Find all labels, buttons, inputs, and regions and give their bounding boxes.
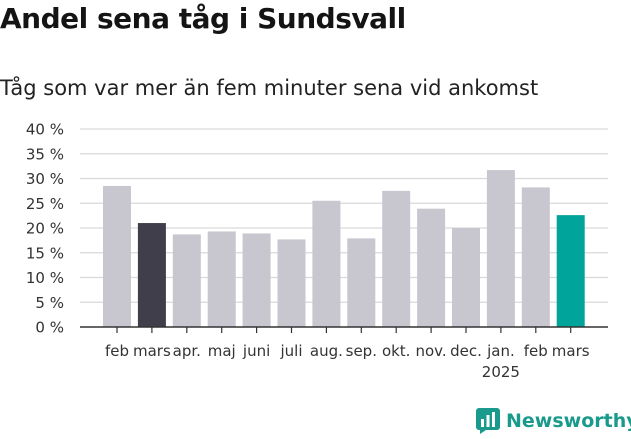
y-tick-label: 25 % bbox=[26, 195, 64, 213]
x-tick-label: feb bbox=[524, 342, 548, 360]
bar bbox=[277, 239, 306, 327]
y-tick-label: 10 % bbox=[26, 269, 64, 287]
bar bbox=[382, 190, 411, 327]
y-tick-label: 0 % bbox=[35, 319, 64, 337]
y-tick-label: 20 % bbox=[26, 220, 64, 238]
bar bbox=[103, 185, 131, 327]
bar bbox=[521, 187, 550, 327]
x-tick-label: juni bbox=[242, 342, 270, 360]
brand-name: Newsworthy bbox=[506, 410, 631, 432]
x-tick-label: sep. bbox=[346, 342, 377, 360]
bar bbox=[242, 233, 271, 327]
x-year-label: 2025 bbox=[482, 363, 520, 381]
bar bbox=[452, 228, 480, 327]
bar bbox=[312, 200, 341, 327]
newsworthy-logo-icon bbox=[476, 408, 500, 434]
x-tick-label: aug. bbox=[310, 342, 343, 360]
x-tick-label: feb bbox=[105, 342, 129, 360]
y-tick-label: 40 % bbox=[26, 121, 64, 139]
y-tick-label: 35 % bbox=[26, 145, 64, 163]
bar bbox=[207, 231, 236, 327]
x-tick-label: jan. bbox=[486, 342, 515, 360]
bar bbox=[137, 223, 166, 327]
x-tick-label: juli bbox=[279, 342, 302, 360]
x-tick-label: okt. bbox=[382, 342, 411, 360]
y-tick-label: 15 % bbox=[26, 244, 64, 262]
brand: Newsworthy bbox=[476, 408, 631, 434]
bar bbox=[347, 238, 376, 327]
y-tick-label: 30 % bbox=[26, 170, 64, 188]
chart-title: Andel sena tåg i Sundsvall bbox=[0, 2, 406, 35]
x-tick-label: apr. bbox=[173, 342, 201, 360]
x-tick-label: nov. bbox=[416, 342, 447, 360]
bar bbox=[486, 170, 515, 327]
x-tick-label: mars bbox=[552, 342, 590, 360]
bar bbox=[556, 215, 585, 327]
x-tick-label: dec. bbox=[450, 342, 482, 360]
bar bbox=[172, 234, 201, 327]
x-tick-label: maj bbox=[208, 342, 236, 360]
bar bbox=[417, 208, 446, 327]
chart-subtitle: Tåg som var mer än fem minuter sena vid … bbox=[0, 76, 539, 100]
x-tick-label: mars bbox=[133, 342, 171, 360]
y-tick-label: 5 % bbox=[35, 294, 64, 312]
